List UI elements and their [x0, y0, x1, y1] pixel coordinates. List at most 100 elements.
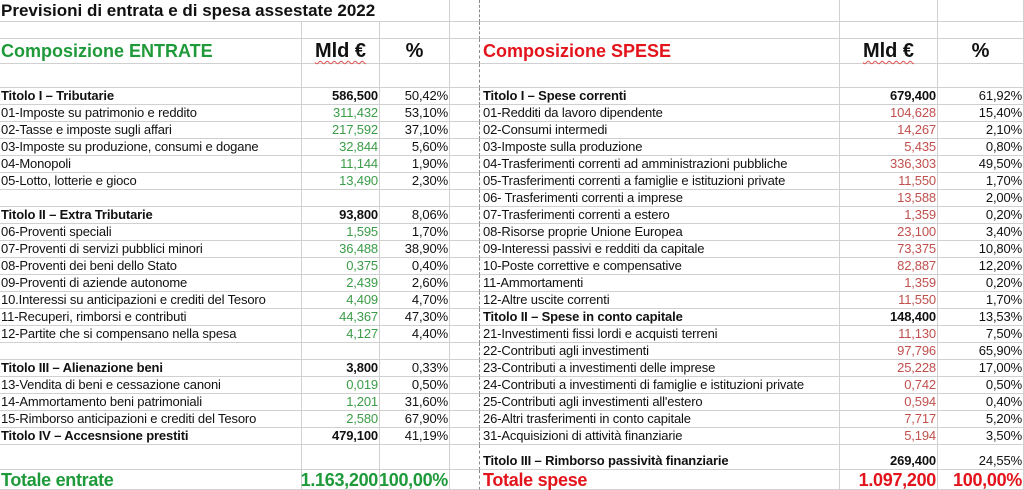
spese-row-value: 0,742 [840, 377, 938, 394]
spese-row-value: 1,359 [840, 275, 938, 292]
empty-cell [302, 343, 380, 360]
empty-cell [0, 22, 302, 39]
spese-row-pct-text: 0,40% [985, 394, 1022, 409]
entrate-row-pct: 50,42% [380, 88, 450, 105]
spese-row-label-text: Titolo I – Spese correnti [483, 88, 627, 103]
entrate-row-pct: 4,40% [380, 326, 450, 343]
spese-row-value: 11,550 [840, 292, 938, 309]
spese-row-pct-text: 61,92% [978, 88, 1022, 103]
spese-row-value-text: 97,796 [897, 343, 936, 358]
entrate-row-value-text: 93,800 [339, 207, 378, 222]
spese-total-value: 1.097,200 [840, 470, 938, 490]
entrate-row-value-text: 44,367 [339, 309, 378, 324]
spese-row-value: 5,194 [840, 428, 938, 445]
entrate-row-value: 4,127 [302, 326, 380, 343]
spese-row-label-text: 11-Ammortamenti [483, 275, 584, 290]
spese-row-label: 22-Contributi agli investimenti [480, 343, 840, 360]
empty-cell [380, 190, 450, 207]
spese-row-pct: 24,55% [938, 445, 1024, 470]
entrate-row-value: 0,375 [302, 258, 380, 275]
entrate-total-pct-text: 100,00% [379, 469, 448, 490]
empty-cell [450, 377, 480, 394]
spese-row-pct-text: 15,40% [978, 105, 1022, 120]
entrate-row-label-text: 09-Proventi di aziende autonome [1, 275, 188, 290]
entrate-row-label-text: 15-Rimborso anticipazioni e crediti del … [1, 411, 257, 426]
entrate-row-value-text: 2,580 [346, 411, 378, 426]
entrate-row-label-text: 02-Tasse e imposte sugli affari [1, 122, 172, 137]
spese-row-label: Titolo I – Spese correnti [480, 88, 840, 105]
entrate-heading: Composizione ENTRATE [0, 39, 302, 64]
spese-row-pct: 3,40% [938, 224, 1024, 241]
spese-row-value-text: 23,100 [897, 224, 936, 239]
entrate-row-pct-text: 1,90% [411, 156, 448, 171]
entrate-total-value-text: 1.163,200 [300, 469, 379, 490]
empty-cell [480, 0, 840, 22]
spese-row-label-text: 10-Poste correttive e compensative [483, 258, 682, 273]
spese-row-label-text: 05-Trasferimenti correnti a famiglie e i… [483, 173, 786, 188]
spese-row-pct-text: 0,20% [985, 275, 1022, 290]
spese-row-value-text: 73,375 [897, 241, 936, 256]
spese-row-label: 06- Trasferimenti correnti a imprese [480, 190, 840, 207]
spese-heading: Composizione SPESE [480, 39, 840, 64]
empty-cell [938, 0, 1024, 22]
spese-row-value-text: 11,550 [898, 173, 936, 188]
spese-row-label-text: 04-Trasferimenti correnti ad amministraz… [483, 156, 788, 171]
spese-row-value: 7,717 [840, 411, 938, 428]
spese-row-pct-text: 24,55% [978, 453, 1022, 468]
spese-row-pct: 0,80% [938, 139, 1024, 156]
spese-row-label-text: 23-Contributi a investimenti delle impre… [483, 360, 716, 375]
spese-row-label: 24-Contributi a investimenti di famiglie… [480, 377, 840, 394]
spese-row-value: 13,588 [840, 190, 938, 207]
spese-row-value-text: 5,435 [904, 139, 936, 154]
entrate-row-label-text: Titolo IV – Accesnsione prestiti [1, 428, 189, 443]
spese-row-label-text: 09-Interessi passivi e redditi da capita… [483, 241, 705, 256]
spese-row-pct-text: 0,20% [985, 207, 1022, 222]
empty-cell [450, 411, 480, 428]
entrate-row-label: Titolo II – Extra Tributarie [0, 207, 302, 224]
empty-cell [450, 39, 480, 64]
entrate-pct-header: % [380, 39, 450, 64]
entrate-row-label-text: Titolo II – Extra Tributarie [1, 207, 153, 222]
entrate-row-value-text: 36,488 [339, 241, 378, 256]
spese-value-header: Mld € [840, 39, 938, 64]
spese-row-pct: 49,50% [938, 156, 1024, 173]
spese-row-pct-text: 3,50% [985, 428, 1022, 443]
spese-row-label-text: 21-Investimenti fissi lordi e acquisti t… [483, 326, 718, 341]
empty-cell [302, 445, 380, 470]
empty-cell [450, 105, 480, 122]
spese-row-value: 14,267 [840, 122, 938, 139]
spese-row-value: 25,228 [840, 360, 938, 377]
empty-cell [450, 139, 480, 156]
spese-row-label-text: 01-Redditi da lavoro dipendente [483, 105, 663, 120]
spese-row-pct: 2,00% [938, 190, 1024, 207]
spese-row-value-text: 0,594 [904, 394, 936, 409]
spese-row-pct: 10,80% [938, 241, 1024, 258]
spese-row-label-text: 25-Contributi agli investimenti all'este… [483, 394, 703, 409]
entrate-heading-text: Composizione ENTRATE [1, 41, 213, 61]
spese-row-label-text: 22-Contributi agli investimenti [483, 343, 649, 358]
entrate-row-value: 13,490 [302, 173, 380, 190]
spese-row-value: 148,400 [840, 309, 938, 326]
entrate-row-pct-text: 4,40% [411, 326, 448, 341]
entrate-row-label: 14-Ammortamento beni patrimoniali [0, 394, 302, 411]
spese-row-value-text: 14,267 [897, 122, 936, 137]
spese-row-value-text: 1,359 [904, 207, 936, 222]
entrate-row-pct-text: 38,90% [404, 241, 448, 256]
entrate-row-value: 32,844 [302, 139, 380, 156]
entrate-row-label: 09-Proventi di aziende autonome [0, 275, 302, 292]
spese-row-value-text: 13,588 [897, 190, 936, 205]
entrate-row-label: 05-Lotto, lotterie e gioco [0, 173, 302, 190]
spese-row-label-text: 12-Altre uscite correnti [483, 292, 610, 307]
spese-row-label: 25-Contributi agli investimenti all'este… [480, 394, 840, 411]
empty-cell [450, 326, 480, 343]
entrate-row-value: 44,367 [302, 309, 380, 326]
entrate-row-value-text: 32,844 [339, 139, 378, 154]
spese-row-label-text: 24-Contributi a investimenti di famiglie… [483, 377, 804, 392]
empty-cell [302, 22, 380, 39]
spese-row-value-text: 11,130 [898, 326, 936, 341]
entrate-row-pct: 0,40% [380, 258, 450, 275]
spese-row-value-text: 25,228 [897, 360, 936, 375]
spese-row-pct-text: 2,00% [985, 190, 1022, 205]
entrate-row-pct-text: 53,10% [404, 105, 448, 120]
entrate-row-pct-text: 0,33% [411, 360, 448, 375]
